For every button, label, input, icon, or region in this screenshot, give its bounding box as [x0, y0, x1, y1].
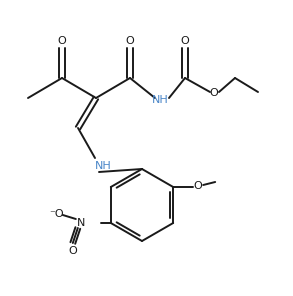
Text: N: N	[77, 218, 85, 228]
Text: ⁻O: ⁻O	[50, 209, 64, 219]
Text: O: O	[69, 246, 77, 256]
Text: O: O	[180, 36, 189, 46]
Text: O: O	[58, 36, 67, 46]
Text: NH: NH	[151, 95, 168, 105]
Text: NH: NH	[95, 161, 111, 171]
Text: O: O	[194, 181, 202, 191]
Text: O: O	[126, 36, 134, 46]
Text: O: O	[209, 88, 218, 98]
